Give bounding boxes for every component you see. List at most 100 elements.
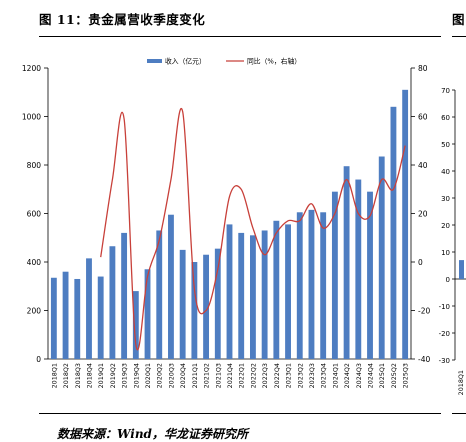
x-tick-label: 2024Q1 <box>331 363 339 388</box>
y2-tick-label: 0 <box>418 258 423 267</box>
y-tick-label: 800 <box>27 161 42 170</box>
x-tick-label: 2024Q3 <box>355 363 363 388</box>
x-tick-label: 2022Q4 <box>273 363 281 388</box>
bar <box>214 248 221 359</box>
bottom-rule-right <box>452 413 466 414</box>
partial-tick-label: -20 <box>439 330 450 338</box>
yoy-line <box>100 107 406 351</box>
y-tick-label: 400 <box>27 258 42 267</box>
x-tick-label: 2023Q3 <box>308 363 316 388</box>
y-tick-label: 1000 <box>22 113 41 122</box>
title-rule <box>39 36 441 37</box>
partial-tick-label: 50 <box>441 141 450 149</box>
bar <box>144 269 151 359</box>
y-tick-label: 0 <box>36 355 41 364</box>
bar <box>132 291 139 359</box>
partial-tick-label: 40 <box>441 168 450 176</box>
partial-tick-label: 60 <box>441 114 450 122</box>
x-tick-label: 2022Q1 <box>238 363 246 388</box>
x-tick-label: 2019Q4 <box>132 363 140 388</box>
x-tick-label: 2019Q1 <box>97 363 105 388</box>
bar <box>273 220 280 359</box>
bar <box>331 191 338 359</box>
x-tick-label: 2023Q4 <box>320 363 328 388</box>
x-tick-label: 2019Q2 <box>109 363 117 388</box>
bar <box>179 249 186 359</box>
legend-label-bar: 收入（亿元） <box>165 57 206 66</box>
data-source: 数据来源：Wind，华龙证券研究所 <box>57 427 248 441</box>
partial-tick-label: 70 <box>441 87 450 95</box>
x-tick-label: 2020Q1 <box>144 363 152 388</box>
x-tick-label: 2024Q4 <box>367 363 375 388</box>
x-tick-label: 2023Q1 <box>285 363 293 388</box>
bar <box>390 106 397 359</box>
figure-title: 图 11：贵金属营收季度变化 <box>39 12 206 27</box>
y-tick-label: 1200 <box>22 64 41 73</box>
bar <box>121 232 128 359</box>
bar <box>50 277 57 359</box>
legend-label-line: 同比（%，右轴） <box>247 57 301 66</box>
bar <box>285 224 291 359</box>
bar <box>168 214 174 359</box>
bottom-rule <box>39 413 441 414</box>
bar <box>249 235 256 359</box>
bar <box>86 258 92 359</box>
bar <box>378 156 385 359</box>
y-tick-label: 200 <box>27 307 42 316</box>
bar <box>109 246 116 359</box>
x-tick-label: 2020Q2 <box>156 363 164 388</box>
y2-tick-label: 40 <box>418 161 428 170</box>
x-tick-label: 2020Q4 <box>179 363 187 388</box>
bar <box>367 191 373 359</box>
bar <box>402 89 409 359</box>
y-tick-label: 600 <box>27 210 42 219</box>
legend-swatch-bar <box>147 59 162 63</box>
partial-tick-label: 0 <box>446 276 450 284</box>
x-tick-label: 2018Q2 <box>62 363 70 388</box>
y2-tick-label: -20 <box>418 307 430 316</box>
bar <box>226 224 233 359</box>
bar <box>355 179 362 359</box>
bar <box>62 271 69 359</box>
bar <box>238 232 245 359</box>
x-tick-label: 2022Q3 <box>261 363 269 388</box>
x-tick-label: 2018Q3 <box>74 363 82 388</box>
bar <box>156 230 163 359</box>
x-tick-label: 2018Q1 <box>50 363 58 388</box>
x-tick-label: 2023Q2 <box>296 363 304 388</box>
x-tick-label: 2018Q4 <box>85 363 93 388</box>
bar <box>320 212 327 359</box>
partial-bar <box>459 260 464 279</box>
x-tick-label: 2025Q1 <box>378 363 386 388</box>
x-tick-label: 2019Q3 <box>121 363 129 388</box>
x-tick-label: 2024Q2 <box>343 363 351 388</box>
bar <box>74 278 81 359</box>
title-rule-right <box>452 36 466 37</box>
x-tick-label: 2021Q2 <box>203 363 211 388</box>
partial-tick-label: -30 <box>439 357 450 365</box>
y2-tick-label: 20 <box>418 210 428 219</box>
legend: 收入（亿元） 同比（%，右轴） <box>147 57 301 66</box>
x-tick-label: 2025Q2 <box>390 363 398 388</box>
x-tick-label: 2021Q4 <box>226 363 234 388</box>
x-tick-label: 2025Q3 <box>402 363 410 388</box>
x-tick-label: 2021Q3 <box>214 363 222 388</box>
y2-tick-label: -40 <box>418 355 430 364</box>
bar <box>343 166 350 359</box>
partial-tick-label: 20 <box>441 222 450 230</box>
bar <box>97 276 104 359</box>
partial-tick-label: 10 <box>441 249 450 257</box>
bar <box>203 254 210 359</box>
bar <box>191 262 198 359</box>
partial-x-tick-label: 2018Q1 <box>457 370 465 395</box>
x-tick-label: 2022Q2 <box>249 363 257 388</box>
bar <box>261 230 268 359</box>
partial-tick-label: -10 <box>439 303 450 311</box>
bar <box>308 209 315 359</box>
y2-tick-label: 60 <box>418 113 428 122</box>
x-tick-label: 2021Q1 <box>191 363 199 388</box>
partial-tick-label: 30 <box>441 195 450 203</box>
next-figure-title-fragment: 图 <box>452 12 465 27</box>
bar <box>296 212 303 359</box>
